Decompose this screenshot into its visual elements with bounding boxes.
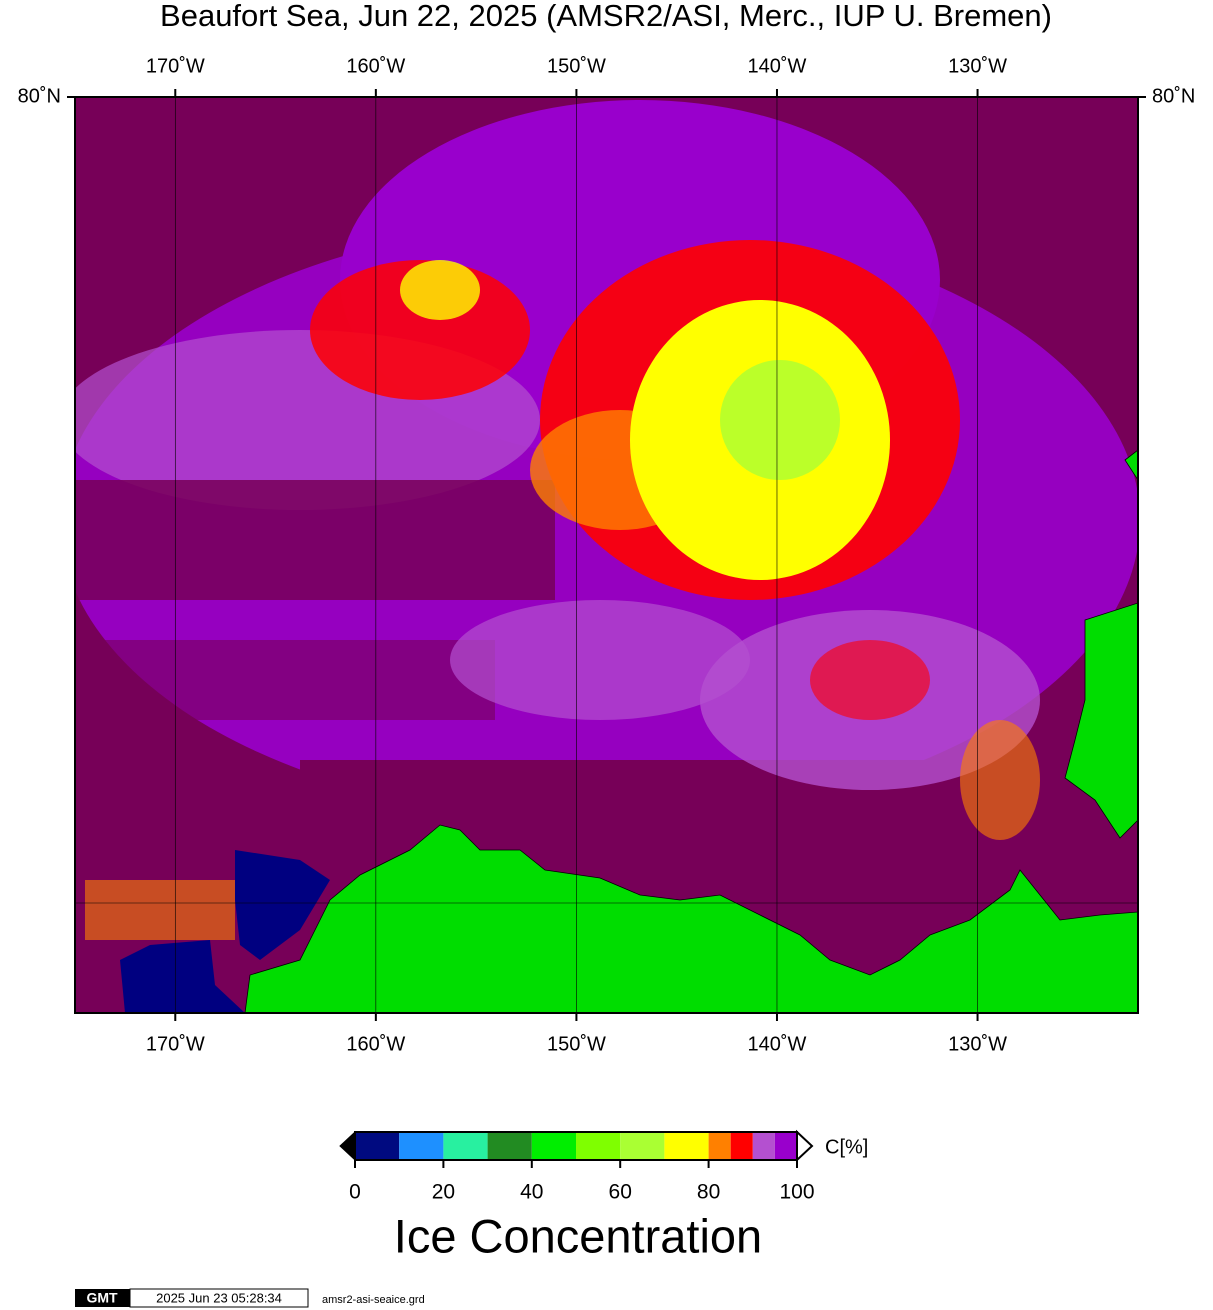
timestamp: 2025 Jun 23 05:28:34	[156, 1290, 282, 1305]
lat-label: 80˚N	[1152, 85, 1195, 107]
colorbar-swatch	[487, 1132, 532, 1160]
colorbar-unit: C[%]	[825, 1136, 868, 1158]
lon-label: 130˚W	[948, 1033, 1007, 1055]
colorbar-tick-label: 60	[609, 1181, 632, 1204]
lon-label: 170˚W	[146, 1033, 205, 1055]
map-frame	[74, 96, 1139, 1014]
colorbar-frame	[354, 1131, 798, 1161]
colorbar-swatch	[752, 1132, 775, 1160]
title: Beaufort Sea, Jun 22, 2025 (AMSR2/ASI, M…	[160, 0, 1052, 33]
colorbar-swatch	[708, 1132, 731, 1160]
map-axes: 170˚W 170˚W 160˚W 160˚W 150˚W 150˚W 140˚W 140˚W…	[18, 55, 1196, 1055]
colorbar-swatch	[664, 1132, 709, 1160]
colorbar: 0 20 40 60 80 100	[339, 1129, 815, 1204]
lon-label: 170˚W	[146, 55, 205, 77]
logo-box	[75, 1289, 130, 1307]
lon-label: 140˚W	[748, 1033, 807, 1055]
colorbar-swatch	[443, 1132, 488, 1160]
colorbar-swatch	[531, 1132, 576, 1160]
colorbar-tick-label: 80	[697, 1181, 720, 1204]
colorbar-tick-label: 100	[779, 1181, 814, 1204]
lon-label: 140˚W	[748, 55, 807, 77]
colorbar-tick-label: 20	[432, 1181, 455, 1204]
colorbar-swatch	[774, 1132, 797, 1160]
timestamp-box	[129, 1288, 309, 1308]
colorbar-tick-label: 40	[520, 1181, 543, 1204]
colorbar-swatch	[730, 1132, 753, 1160]
lon-label: 160˚W	[346, 1033, 405, 1055]
colorbar-swatch	[620, 1132, 665, 1160]
lat-label: 80˚N	[18, 85, 61, 107]
file-name: amsr2-asi-seaice.grd	[322, 1294, 425, 1306]
lon-label: 150˚W	[547, 55, 606, 77]
colorbar-tick-label: 0	[349, 1181, 361, 1204]
lon-label: 130˚W	[948, 55, 1007, 77]
colorbar-swatch	[355, 1132, 400, 1160]
map-field	[75, 97, 1138, 1013]
logo: GMT	[86, 1290, 118, 1306]
colorbar-swatch	[399, 1132, 444, 1160]
lon-label: 160˚W	[346, 55, 405, 77]
lon-label: 150˚W	[547, 1033, 606, 1055]
colorbar-label: Ice Concentration	[394, 1209, 762, 1262]
colorbar-swatch	[576, 1132, 621, 1160]
